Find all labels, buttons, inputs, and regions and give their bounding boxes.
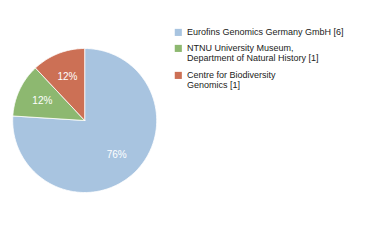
svg-text:12%: 12% — [32, 95, 52, 106]
svg-text:NTNU University Museum,Departm: NTNU University Museum,Department of Nat… — [187, 43, 319, 64]
svg-text:Centre for BiodiversityGenomic: Centre for BiodiversityGenomics [1] — [187, 70, 276, 91]
svg-text:12%: 12% — [57, 71, 77, 82]
svg-text:Eurofins Genomics Germany GmbH: Eurofins Genomics Germany GmbH [6] — [187, 27, 344, 37]
svg-text:76%: 76% — [107, 149, 127, 160]
